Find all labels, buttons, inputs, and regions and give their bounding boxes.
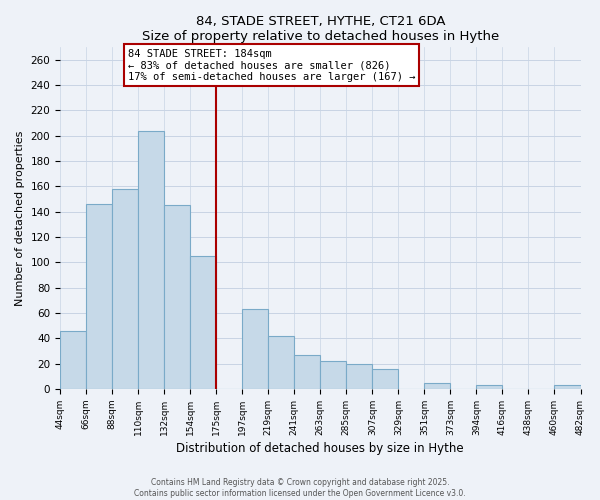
Bar: [424, 382, 451, 389]
Bar: [294, 355, 320, 389]
Bar: [86, 204, 112, 389]
Bar: [112, 189, 138, 389]
Bar: [60, 330, 86, 389]
Bar: [164, 206, 190, 389]
Text: 84 STADE STREET: 184sqm
← 83% of detached houses are smaller (826)
17% of semi-d: 84 STADE STREET: 184sqm ← 83% of detache…: [128, 48, 415, 82]
Bar: [476, 385, 502, 389]
Bar: [373, 368, 398, 389]
Title: 84, STADE STREET, HYTHE, CT21 6DA
Size of property relative to detached houses i: 84, STADE STREET, HYTHE, CT21 6DA Size o…: [142, 15, 499, 43]
Text: Contains HM Land Registry data © Crown copyright and database right 2025.
Contai: Contains HM Land Registry data © Crown c…: [134, 478, 466, 498]
Bar: [346, 364, 373, 389]
Bar: [242, 309, 268, 389]
Bar: [268, 336, 294, 389]
Bar: [138, 130, 164, 389]
X-axis label: Distribution of detached houses by size in Hythe: Distribution of detached houses by size …: [176, 442, 464, 455]
Bar: [554, 385, 581, 389]
Bar: [190, 256, 216, 389]
Y-axis label: Number of detached properties: Number of detached properties: [15, 130, 25, 306]
Bar: [320, 361, 346, 389]
